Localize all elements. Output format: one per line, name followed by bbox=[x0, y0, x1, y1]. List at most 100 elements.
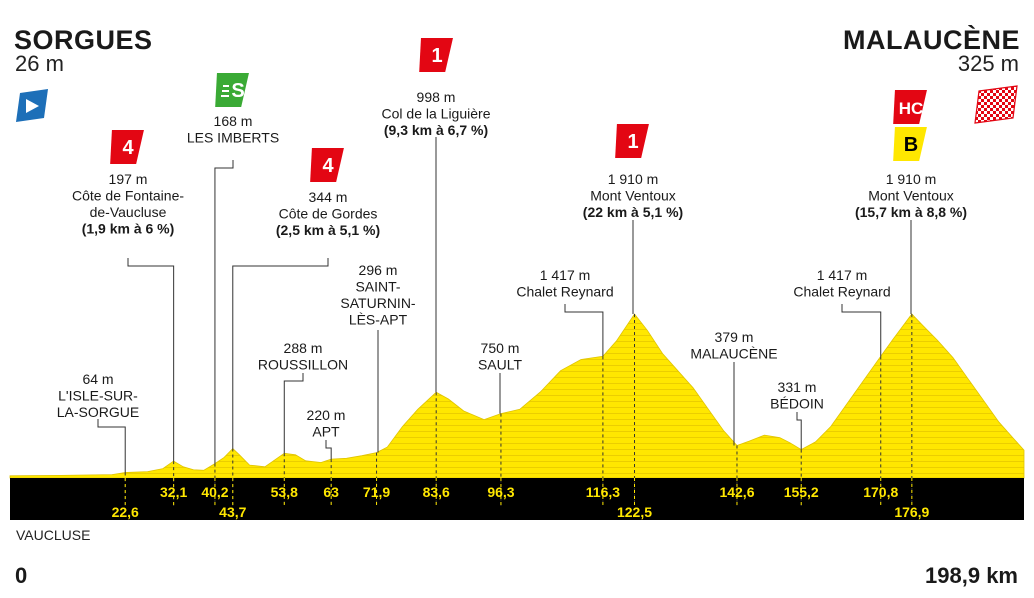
waypoint-label: 1 417 m Chalet Reynard bbox=[793, 267, 890, 300]
waypoint-label: 64 m L'ISLE-SUR-LA-SORGUE bbox=[57, 371, 139, 420]
waypoint-liguiere: 998 m Col de la Liguière (9,3 km à 6,7 %) bbox=[382, 89, 491, 138]
leader-line bbox=[841, 304, 882, 357]
badge-label: HC bbox=[899, 99, 924, 118]
category-badge-icon: 1 bbox=[419, 38, 453, 72]
badge-label: 1 bbox=[431, 45, 442, 67]
waypoint-reynard1: 1 417 m Chalet Reynard bbox=[516, 267, 613, 300]
km-label: 40,2 bbox=[201, 484, 228, 500]
start-altitude: 26 m bbox=[15, 51, 64, 76]
waypoint-climb: (2,5 km à 5,1 %) bbox=[276, 222, 380, 238]
leader-line bbox=[283, 373, 304, 454]
waypoint-name: Chalet Reynard bbox=[793, 284, 890, 300]
waypoint-label: 288 m ROUSSILLON bbox=[258, 340, 348, 373]
waypoint-roussillon: 288 m ROUSSILLON bbox=[258, 340, 348, 373]
waypoint-name: ROUSSILLON bbox=[258, 357, 348, 373]
leader-line bbox=[214, 160, 234, 464]
waypoint-saturnin: 296 m SAINT-SATURNIN-LÈS-APT bbox=[340, 262, 416, 328]
waypoint-altitude: 998 m bbox=[417, 89, 456, 105]
badge-label: 1 bbox=[627, 131, 638, 153]
finish-altitude: 325 m bbox=[957, 51, 1019, 76]
waypoint-label: 331 m BÉDOIN bbox=[770, 379, 824, 412]
start-flag-icon bbox=[16, 89, 48, 122]
waypoint-reynard2: 1 417 m Chalet Reynard bbox=[793, 267, 890, 300]
waypoint-sault: 750 m SAULT bbox=[478, 340, 523, 373]
badge-label: B bbox=[904, 134, 918, 156]
waypoint-apt: 220 m APT bbox=[307, 407, 346, 440]
waypoint-name: LES IMBERTS bbox=[187, 130, 279, 146]
waypoint-gordes: 344 m Côte de Gordes (2,5 km à 5,1 %) bbox=[276, 189, 380, 238]
waypoint-label: 1 910 m Mont Ventoux (22 km à 5,1 %) bbox=[583, 171, 683, 220]
waypoint-label: 168 m LES IMBERTS bbox=[187, 113, 279, 146]
waypoint-label: 344 m Côte de Gordes (2,5 km à 5,1 %) bbox=[276, 189, 380, 238]
km-label: 83,6 bbox=[423, 484, 450, 500]
waypoint-climb: (1,9 km à 6 %) bbox=[82, 221, 175, 237]
waypoint-altitude: 220 m bbox=[307, 407, 346, 423]
leader-line bbox=[796, 412, 802, 450]
waypoint-altitude: 344 m bbox=[309, 189, 348, 205]
waypoint-name: SAULT bbox=[478, 357, 523, 373]
waypoint-label: 1 417 m Chalet Reynard bbox=[516, 267, 613, 300]
waypoint-name: Chalet Reynard bbox=[516, 284, 613, 300]
waypoint-name: LA-SORGUE bbox=[57, 404, 139, 420]
finish-flag-icon bbox=[974, 85, 1018, 124]
waypoint-name: Mont Ventoux bbox=[868, 188, 954, 204]
leader-line bbox=[97, 419, 126, 473]
waypoint-name: Col de la Liguière bbox=[382, 106, 491, 122]
waypoint-altitude: 1 910 m bbox=[608, 171, 659, 187]
waypoint-altitude: 1 417 m bbox=[817, 267, 868, 283]
waypoint-name: Côte de Fontaine- bbox=[72, 188, 184, 204]
waypoint-altitude: 197 m bbox=[109, 171, 148, 187]
waypoint-imberts: 168 m LES IMBERTS bbox=[187, 113, 279, 146]
waypoint-ventoux1: 1 910 m Mont Ventoux (22 km à 5,1 %) bbox=[583, 171, 683, 220]
waypoint-name: SAINT- bbox=[355, 279, 400, 295]
waypoint-label: 379 m MALAUCÈNE bbox=[690, 329, 777, 362]
finish-city: MALAUCÈNE bbox=[843, 25, 1020, 55]
waypoint-isle: 64 m L'ISLE-SUR-LA-SORGUE bbox=[57, 371, 139, 420]
km-label: 53,8 bbox=[271, 484, 298, 500]
badge-label: S bbox=[231, 80, 244, 102]
waypoint-name: APT bbox=[312, 424, 340, 440]
waypoint-name: Mont Ventoux bbox=[590, 188, 676, 204]
waypoint-label: 296 m SAINT-SATURNIN-LÈS-APT bbox=[340, 262, 416, 328]
km-label: 71,9 bbox=[363, 484, 390, 500]
distance-start: 0 bbox=[15, 563, 28, 588]
waypoint-altitude: 168 m bbox=[214, 113, 253, 129]
waypoint-malaucene: 379 m MALAUCÈNE bbox=[690, 329, 777, 362]
waypoint-label: 197 m Côte de Fontaine-de-Vaucluse (1,9 km… bbox=[72, 171, 184, 237]
waypoint-altitude: 296 m bbox=[359, 262, 398, 278]
km-label: 170,8 bbox=[863, 484, 898, 500]
start-city: SORGUES bbox=[14, 25, 153, 55]
waypoint-altitude: 288 m bbox=[284, 340, 323, 356]
km-label: 122,5 bbox=[617, 504, 652, 520]
waypoint-name: LÈS-APT bbox=[349, 312, 408, 328]
sprint-badge-icon: S bbox=[215, 73, 249, 107]
waypoint-climb: (22 km à 5,1 %) bbox=[583, 204, 683, 220]
waypoint-label: 1 910 m Mont Ventoux (15,7 km à 8,8 %) bbox=[855, 171, 967, 220]
waypoint-name: MALAUCÈNE bbox=[690, 346, 777, 362]
waypoint-fontaine: 197 m Côte de Fontaine-de-Vaucluse (1,9 km… bbox=[72, 171, 184, 237]
waypoint-altitude: 64 m bbox=[82, 371, 113, 387]
waypoint-name: BÉDOIN bbox=[770, 396, 824, 412]
leader-line bbox=[232, 258, 329, 449]
waypoint-name: Côte de Gordes bbox=[279, 206, 378, 222]
km-label: 63 bbox=[323, 484, 339, 500]
km-label: 32,1 bbox=[160, 484, 187, 500]
km-label: 43,7 bbox=[219, 504, 246, 520]
waypoint-climb: (9,3 km à 6,7 %) bbox=[384, 122, 488, 138]
distance-total: 198,9 km bbox=[925, 563, 1018, 588]
category-badge-icon: 4 bbox=[310, 148, 344, 182]
km-label: 155,2 bbox=[784, 484, 819, 500]
badge-label: 4 bbox=[122, 137, 134, 159]
waypoint-ventoux2: 1 910 m Mont Ventoux (15,7 km à 8,8 %) bbox=[855, 171, 967, 220]
waypoint-altitude: 331 m bbox=[778, 379, 817, 395]
category-badge-icon: 1 bbox=[615, 124, 649, 158]
waypoint-name: SATURNIN- bbox=[340, 295, 416, 311]
category-badge-icon: HC bbox=[893, 90, 927, 124]
badge-label: 4 bbox=[322, 155, 334, 177]
km-label: 116,3 bbox=[586, 484, 620, 500]
category-badge-icon: 4 bbox=[110, 130, 144, 164]
km-label: 22,6 bbox=[112, 504, 139, 520]
waypoint-altitude: 1 910 m bbox=[886, 171, 937, 187]
